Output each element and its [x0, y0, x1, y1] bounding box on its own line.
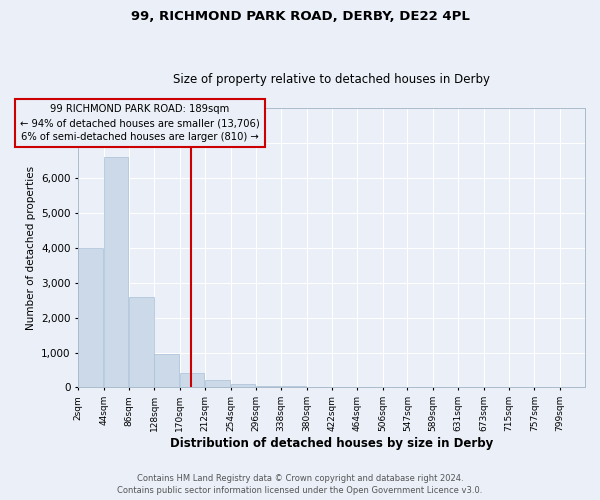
- Bar: [79, 248, 103, 388]
- X-axis label: Distribution of detached houses by size in Derby: Distribution of detached houses by size …: [170, 437, 493, 450]
- Bar: [205, 380, 230, 388]
- Bar: [104, 157, 128, 388]
- Bar: [129, 296, 154, 388]
- Text: Contains HM Land Registry data © Crown copyright and database right 2024.
Contai: Contains HM Land Registry data © Crown c…: [118, 474, 482, 495]
- Text: 99 RICHMOND PARK ROAD: 189sqm
← 94% of detached houses are smaller (13,706)
6% o: 99 RICHMOND PARK ROAD: 189sqm ← 94% of d…: [20, 104, 260, 142]
- Bar: [307, 387, 331, 388]
- Bar: [154, 354, 179, 388]
- Bar: [281, 386, 306, 388]
- Bar: [230, 384, 255, 388]
- Bar: [180, 374, 205, 388]
- Text: 99, RICHMOND PARK ROAD, DERBY, DE22 4PL: 99, RICHMOND PARK ROAD, DERBY, DE22 4PL: [131, 10, 469, 23]
- Y-axis label: Number of detached properties: Number of detached properties: [26, 166, 35, 330]
- Bar: [256, 386, 280, 388]
- Title: Size of property relative to detached houses in Derby: Size of property relative to detached ho…: [173, 73, 490, 86]
